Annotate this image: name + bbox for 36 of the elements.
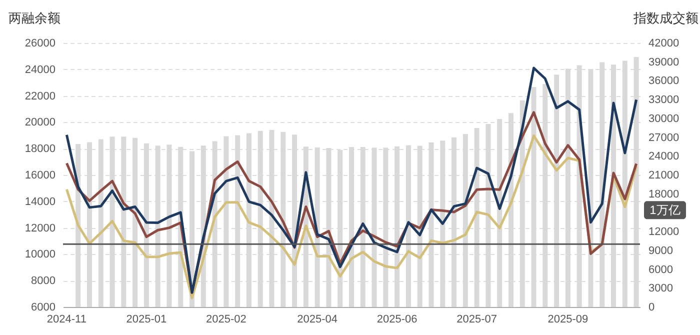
x-tick-label: 2024-11 — [46, 314, 86, 326]
x-tick-label: 2025-04 — [297, 314, 338, 326]
y2-tick-label: 27000 — [648, 132, 680, 144]
y-tick-label: 22000 — [24, 90, 56, 102]
y2-tick-label: 0 — [648, 302, 655, 314]
y2-tick-label: 9000 — [648, 244, 673, 257]
y-tick-label: 10000 — [24, 248, 56, 261]
y2-tick-label: 36000 — [648, 75, 680, 88]
y2-tick-label: 12000 — [648, 226, 680, 238]
y-tick-label: 18000 — [24, 143, 56, 156]
y-tick-label: 24000 — [24, 64, 56, 76]
x-tick-label: 2025-06 — [376, 314, 418, 326]
y-tick-label: 12000 — [24, 222, 56, 234]
y-tick-label: 8000 — [31, 275, 56, 288]
y2-tick-label: 42000 — [648, 38, 680, 50]
y2-tick-label: 18000 — [648, 188, 680, 200]
x-tick-label: 2025-07 — [456, 314, 497, 326]
y-tick-label: 16000 — [24, 170, 56, 182]
y-axis-title: 两融余额 — [8, 10, 60, 26]
y2-tick-label: 24000 — [648, 150, 680, 163]
x-tick-label: 2025-02 — [206, 314, 246, 326]
y-tick-label: 20000 — [24, 116, 56, 129]
line-series — [65, 66, 638, 294]
ref-line-label: 1万亿 — [650, 203, 680, 218]
y-tick-label: 14000 — [24, 196, 56, 208]
y2-tick-label: 6000 — [648, 264, 673, 276]
y2-tick-label: 30000 — [648, 112, 680, 125]
y2-tick-label: 21000 — [648, 170, 680, 182]
y2-axis-title: 指数成交额 — [632, 10, 698, 26]
y2-tick-label: 3000 — [648, 282, 673, 295]
x-tick-label: 2025-09 — [548, 314, 588, 326]
y-tick-label: 6000 — [31, 302, 56, 314]
y2-tick-label: 33000 — [648, 94, 680, 106]
y-tick-label: 26000 — [24, 38, 56, 50]
x-tick-label: 2025-01 — [126, 314, 167, 326]
y2-tick-label: 39000 — [648, 56, 680, 68]
